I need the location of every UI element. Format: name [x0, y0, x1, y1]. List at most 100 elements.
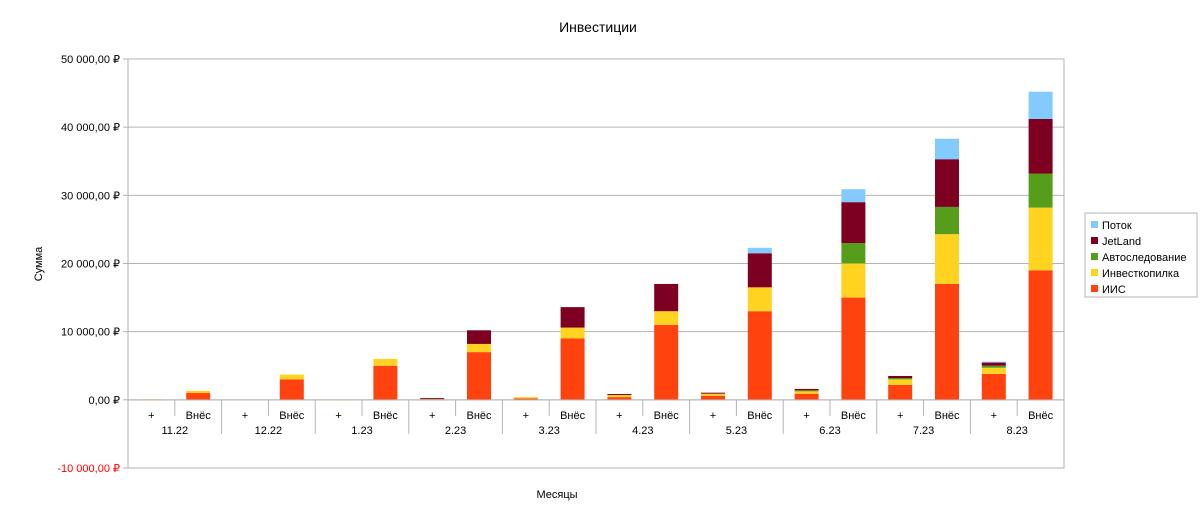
bar-segment — [701, 393, 725, 396]
x-sub-label: + — [616, 410, 622, 422]
x-sub-label: Внёс — [1028, 410, 1054, 422]
bar-segment — [560, 327, 585, 339]
bar-segment — [279, 374, 304, 380]
bar-segment — [794, 390, 819, 394]
bar-segment — [747, 311, 772, 400]
chart-title: Инвестиции — [559, 19, 637, 35]
y-axis-ticks: 50 000,00 ₽ 40 000,00 ₽ 30 000,00 ₽ 20 000,… — [57, 54, 128, 475]
bar-segment — [467, 330, 491, 344]
bar-segment — [654, 324, 679, 400]
bar-segment — [654, 283, 679, 312]
bar-segment — [186, 390, 211, 394]
bar-segment — [841, 202, 866, 244]
bar-segment — [747, 253, 772, 288]
bars — [139, 91, 1053, 401]
legend-label: Поток — [1102, 220, 1132, 232]
x-month-label: 5.23 — [726, 425, 747, 437]
bar-segment — [1028, 207, 1053, 271]
legend-label: Инвесткопилка — [1102, 268, 1180, 280]
legend-label: JetLand — [1102, 236, 1141, 248]
x-sub-label: Внёс — [841, 410, 867, 422]
y-axis-label: Сумма — [33, 246, 45, 281]
bar-segment — [607, 395, 632, 398]
bar-segment — [560, 338, 585, 400]
x-month-label: 6.23 — [819, 425, 840, 437]
bar-segment — [1028, 91, 1053, 119]
bar-segment — [607, 397, 632, 400]
x-sub-label: + — [803, 410, 809, 422]
bar-segment — [373, 358, 398, 366]
bar-segment — [981, 362, 1006, 366]
x-month-label: 2.23 — [445, 425, 466, 437]
bar-segment — [1028, 270, 1053, 400]
legend-box — [1084, 212, 1198, 298]
bar-segment — [467, 343, 491, 353]
x-sub-label: Внёс — [186, 410, 212, 422]
bar-segment — [607, 394, 632, 396]
bar-segment — [841, 189, 866, 203]
bar-segment — [560, 307, 585, 328]
bar-segment — [888, 378, 913, 380]
bar-segment — [888, 379, 913, 385]
legend-label: Автоследование — [1102, 252, 1186, 264]
bar-segment — [981, 373, 1006, 400]
bar-segment — [701, 392, 725, 394]
x-sub-label: Внёс — [279, 410, 305, 422]
bar-segment — [186, 393, 211, 400]
bar-segment — [794, 390, 819, 392]
x-month-label: 12.22 — [255, 425, 283, 437]
x-sub-label: Внёс — [934, 410, 960, 422]
bar-segment — [888, 375, 913, 379]
x-sub-label: Внёс — [747, 410, 773, 422]
y-tick-label: 30 000,00 ₽ — [61, 190, 120, 202]
bar-segment — [513, 397, 538, 399]
bar-segment — [841, 263, 866, 298]
bar-segment — [935, 234, 959, 284]
bar-segment — [981, 367, 1006, 374]
bar-segment — [513, 398, 538, 400]
legend: Поток JetLand Автоследование Инвесткопилка И… — [1084, 212, 1198, 298]
bar-segment — [841, 243, 866, 264]
bar-segment — [420, 398, 445, 400]
legend-swatch — [1091, 237, 1098, 244]
x-sub-label: + — [523, 410, 529, 422]
x-month-label: 1.23 — [351, 425, 372, 437]
x-sub-label: Внёс — [654, 410, 680, 422]
x-sub-label: + — [429, 410, 435, 422]
legend-swatch — [1091, 253, 1098, 260]
x-sub-label: Внёс — [466, 410, 492, 422]
x-sub-label: + — [242, 410, 248, 422]
y-tick-label: -10 000,00 ₽ — [57, 463, 120, 475]
bar-segment — [794, 393, 819, 400]
bar-segment — [981, 365, 1006, 368]
bar-segment — [1028, 173, 1053, 208]
bar-segment — [373, 365, 398, 400]
bar-segment — [888, 384, 913, 400]
legend-swatch — [1091, 269, 1098, 276]
y-tick-label: 40 000,00 ₽ — [61, 122, 120, 134]
x-month-label: 3.23 — [538, 425, 559, 437]
y-tick-label: 10 000,00 ₽ — [61, 327, 120, 339]
bar-segment — [1028, 118, 1053, 174]
y-tick-label: 0,00 ₽ — [89, 395, 120, 407]
bar-segment — [420, 398, 445, 400]
x-axis-label: Месяцы — [536, 489, 577, 501]
x-month-label: 7.23 — [913, 425, 934, 437]
x-month-label: 8.23 — [1006, 425, 1027, 437]
x-month-label: 4.23 — [632, 425, 653, 437]
x-sub-label: + — [710, 410, 716, 422]
legend-swatch — [1091, 221, 1098, 228]
bar-segment — [981, 361, 1006, 363]
bar-segment — [935, 206, 959, 235]
bar-segment — [841, 297, 866, 400]
x-month-label: 11.22 — [161, 425, 188, 437]
bar-segment — [935, 138, 959, 160]
x-sub-label: + — [897, 410, 903, 422]
y-tick-label: 20 000,00 ₽ — [61, 259, 120, 271]
bar-segment — [935, 283, 959, 400]
legend-label: ИИС — [1102, 284, 1126, 296]
x-sub-label: + — [991, 410, 997, 422]
bar-segment — [279, 379, 304, 400]
bar-segment — [935, 159, 959, 207]
